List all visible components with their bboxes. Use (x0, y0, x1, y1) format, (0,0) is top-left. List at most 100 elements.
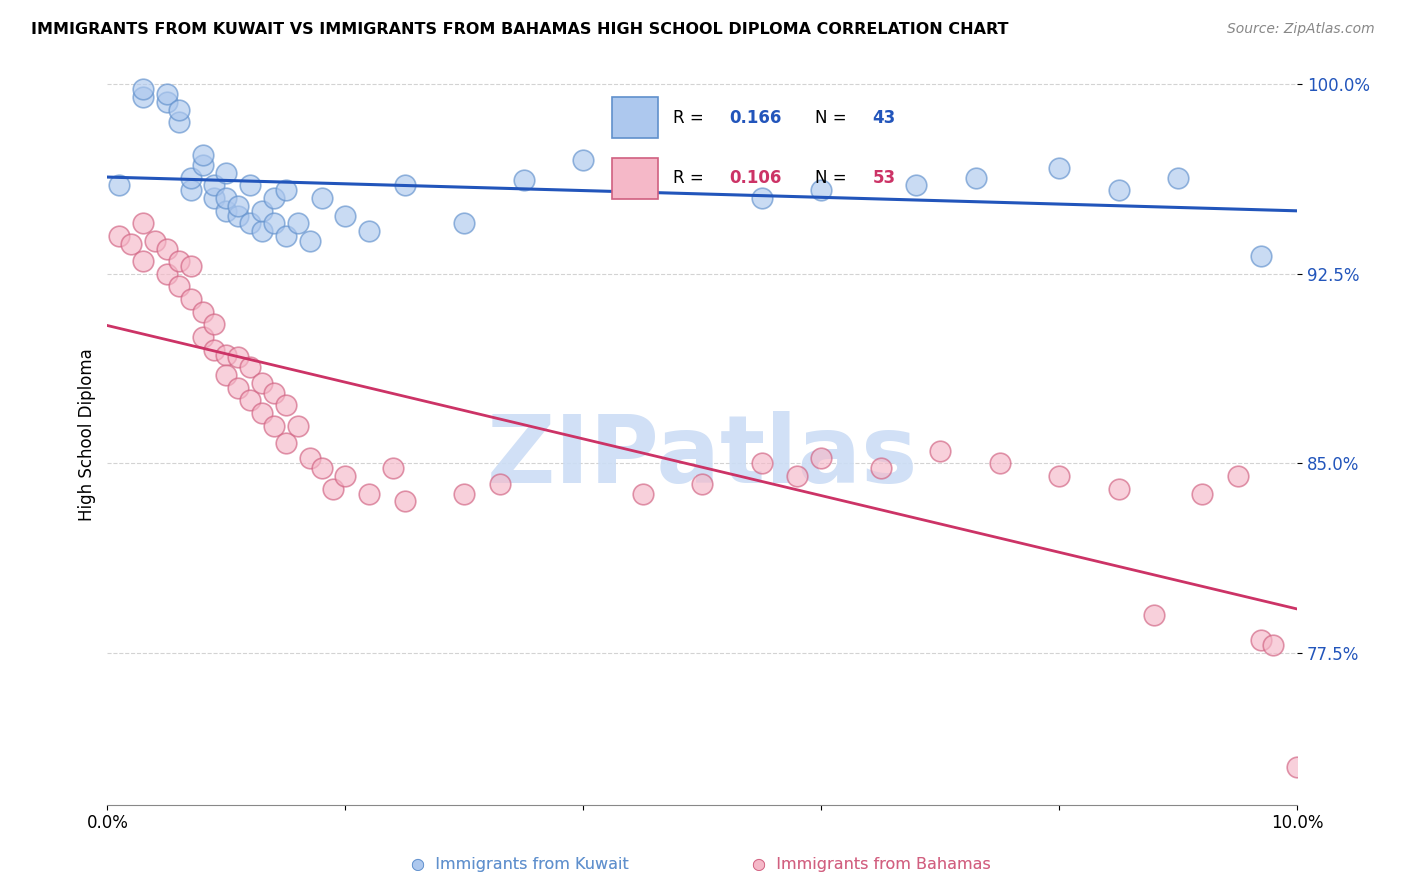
Point (132, 82, 155, 96)
Point (513, 173, 536, 187)
Point (180, 184, 202, 198)
Point (239, 216, 262, 230)
Point (1167, 170, 1189, 185)
Point (143, 234, 166, 248)
Point (751, 191, 773, 205)
Point (132, 90, 155, 104)
Point (215, 191, 238, 205)
Point (120, 236, 142, 251)
Text: ○  Immigrants from Bahamas: ○ Immigrants from Bahamas (752, 857, 991, 872)
Point (1250, 249, 1272, 263)
Point (572, 153, 595, 167)
Point (965, 170, 987, 185)
Point (929, 443, 952, 458)
Point (204, 178, 226, 193)
Point (191, 330, 214, 344)
Point (191, 158, 214, 172)
Point (322, 482, 344, 496)
Point (167, 103, 190, 117)
Point (274, 436, 297, 450)
Point (631, 487, 654, 501)
Point (786, 469, 808, 483)
Point (250, 406, 273, 420)
Point (263, 216, 285, 230)
Point (167, 115, 190, 129)
Point (108, 229, 131, 244)
Point (1047, 161, 1070, 175)
Point (1263, 639, 1285, 653)
Point (453, 487, 475, 501)
Point (489, 476, 512, 491)
Point (239, 360, 262, 375)
Point (1143, 608, 1166, 623)
Point (1226, 469, 1249, 483)
Point (1286, 760, 1309, 774)
Point (394, 178, 416, 193)
Point (191, 148, 214, 162)
Point (156, 95, 179, 109)
Point (167, 279, 190, 293)
Point (250, 203, 273, 218)
Text: IMMIGRANTS FROM KUWAIT VS IMMIGRANTS FROM BAHAMAS HIGH SCHOOL DIPLOMA CORRELATIO: IMMIGRANTS FROM KUWAIT VS IMMIGRANTS FRO… (31, 22, 1008, 37)
Point (298, 451, 321, 466)
Point (274, 184, 297, 198)
Point (204, 191, 226, 205)
Point (311, 461, 333, 475)
Point (226, 209, 249, 223)
Point (298, 234, 321, 248)
Point (215, 166, 238, 180)
Point (1108, 184, 1130, 198)
Point (1191, 487, 1213, 501)
Point (263, 418, 285, 433)
Point (359, 487, 381, 501)
Point (1108, 482, 1130, 496)
Point (250, 224, 273, 238)
Point (226, 351, 249, 365)
Point (215, 368, 238, 382)
Point (180, 292, 202, 306)
Point (156, 87, 179, 102)
Text: ●  Immigrants from Bahamas: ● Immigrants from Bahamas (752, 857, 991, 872)
Text: ●  Immigrants from Kuwait: ● Immigrants from Kuwait (412, 857, 628, 872)
Point (394, 494, 416, 508)
Point (810, 451, 832, 466)
Point (905, 178, 928, 193)
Point (1047, 469, 1070, 483)
Point (180, 260, 202, 274)
Point (226, 381, 249, 395)
Point (226, 199, 249, 213)
Point (108, 178, 131, 193)
Point (215, 203, 238, 218)
Point (274, 398, 297, 412)
Point (132, 254, 155, 268)
Point (335, 209, 357, 223)
Point (263, 191, 285, 205)
Y-axis label: High School Diploma: High School Diploma (79, 348, 96, 521)
Text: ZIPatlas: ZIPatlas (486, 410, 918, 502)
Point (311, 191, 333, 205)
Point (988, 457, 1011, 471)
Text: Source: ZipAtlas.com: Source: ZipAtlas.com (1227, 22, 1375, 37)
Point (274, 229, 297, 244)
Point (263, 385, 285, 400)
Point (250, 376, 273, 390)
Point (869, 461, 891, 475)
Point (335, 469, 357, 483)
Point (1250, 633, 1272, 648)
Text: ○  Immigrants from Kuwait: ○ Immigrants from Kuwait (412, 857, 628, 872)
Point (381, 461, 404, 475)
Point (167, 254, 190, 268)
Point (204, 343, 226, 357)
Point (156, 267, 179, 281)
Point (690, 476, 713, 491)
Point (204, 318, 226, 332)
Point (132, 216, 155, 230)
Point (751, 457, 773, 471)
Point (359, 224, 381, 238)
Point (180, 170, 202, 185)
Point (287, 418, 309, 433)
Point (156, 242, 179, 256)
Point (453, 216, 475, 230)
Point (215, 348, 238, 362)
Point (239, 178, 262, 193)
